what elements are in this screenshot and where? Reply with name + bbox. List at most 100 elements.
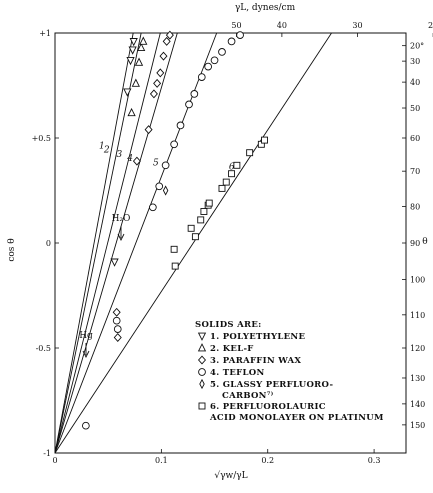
gamma-tick-label: 40 <box>277 21 287 30</box>
legend-marker-5 <box>199 378 205 390</box>
data-point-series-3 <box>144 125 153 135</box>
data-point-series-4 <box>190 90 199 98</box>
legend: SOLIDS ARE: 1. POLYETHYLENE 2. KEL-F 3. PA… <box>195 320 384 423</box>
x-tick-label: 0.3 <box>368 456 381 465</box>
top-axis-title: γL, dynes/cm <box>235 3 296 13</box>
data-point-series-6 <box>222 178 230 186</box>
data-point-series-6 <box>200 208 208 215</box>
legend-items: 1. POLYETHYLENE 2. KEL-F 3. PARAFFIN WAX 4.… <box>197 332 384 423</box>
legend-title: SOLIDS ARE: <box>195 320 262 330</box>
data-point-series-1 <box>110 258 119 267</box>
data-point-series-3 <box>153 78 162 88</box>
series-line-label: 6 <box>229 163 235 173</box>
theta-tick-label: 110 <box>410 311 425 320</box>
series-line-1 <box>54 32 134 454</box>
theta-tick-label: 150 <box>410 421 425 430</box>
data-point-series-4 <box>185 100 193 109</box>
y-tick-label: 0 <box>46 239 51 248</box>
hg-annotation: Hg <box>79 331 93 341</box>
data-point-series-4 <box>161 161 170 170</box>
theta-tick-label: 20° <box>410 42 424 51</box>
h2o-annotation: H₂O <box>112 214 131 224</box>
legend-marker-3 <box>197 355 207 365</box>
theta-tick-label: 70 <box>410 167 420 176</box>
data-point-series-6 <box>205 199 213 207</box>
data-point-series-2 <box>137 42 146 52</box>
y-tick-label: -0.5 <box>36 344 51 353</box>
theta-tick-label: 60 <box>410 134 420 143</box>
data-point-series-2 <box>131 78 140 87</box>
series-line-label: 2 <box>103 146 110 156</box>
theta-tick-label: 120 <box>410 344 425 353</box>
data-point-series-6 <box>187 224 195 232</box>
y-tick-label: +0.5 <box>32 134 51 143</box>
data-point-series-4 <box>155 182 164 191</box>
data-point-series-3 <box>156 68 165 78</box>
data-point-series-4 <box>176 121 185 130</box>
data-point-series-4 <box>227 37 236 46</box>
series-line-label: 5 <box>153 158 159 168</box>
data-point-series-4 <box>81 421 90 430</box>
theta-tick-label: 80 <box>410 203 420 212</box>
x-tick-label: 0 <box>52 456 57 465</box>
legend-marker-1 <box>197 332 207 341</box>
hg-arrow <box>82 343 90 359</box>
data-point-series-2 <box>127 107 136 117</box>
legend-label-5: 5. GLASSY PERFLUORO-CARBON⁷⁾ <box>210 380 334 401</box>
axes: 0 0.1 0.2 0.3 +1 +0.5 0 -0.5 -1 20° 30 40 50 60 70 80 90… <box>32 21 433 465</box>
series-line-6 <box>54 32 332 454</box>
legend-marker-2 <box>197 343 207 352</box>
theta-tick-label: 90 <box>410 239 420 248</box>
data-point-series-1 <box>129 38 138 47</box>
data-point-series-6 <box>228 170 236 178</box>
gamma-tick-label: 50 <box>231 21 241 30</box>
data-point-series-4 <box>210 56 219 65</box>
data-point-series-1 <box>123 88 132 97</box>
theta-tick-label: 50 <box>410 104 420 113</box>
legend-label-3: 3. PARAFFIN WAX <box>210 356 301 366</box>
data-point-series-5 <box>162 185 169 196</box>
theta-tick-label: 30 <box>410 57 420 66</box>
y-tick-label: -1 <box>43 449 51 458</box>
right-axis-title: θ <box>422 237 427 247</box>
data-point-series-3 <box>149 89 158 99</box>
data-point-series-4 <box>236 31 244 39</box>
theta-tick-label: 40 <box>410 78 420 87</box>
theta-tick-label: 140 <box>410 400 425 409</box>
data-point-series-3 <box>159 51 168 61</box>
data-point-series-3 <box>165 30 174 40</box>
series-line-2 <box>54 32 142 454</box>
data-point-series-3 <box>113 333 122 342</box>
series-line-label: 4 <box>126 154 133 164</box>
data-point-series-1 <box>126 56 135 66</box>
legend-marker-6 <box>198 402 206 410</box>
data-point-series-6 <box>197 216 205 224</box>
data-point-series-4 <box>204 62 213 71</box>
data-point-series-3 <box>112 307 121 317</box>
x-axis-title: √γw/γL <box>214 470 247 481</box>
data-point-series-4 <box>170 140 178 149</box>
gamma-tick-label: 30 <box>352 21 362 30</box>
legend-marker-4 <box>198 368 206 376</box>
legend-label-2: 2. KEL-F <box>210 344 254 354</box>
data-point-series-6 <box>191 233 199 241</box>
data-point-series-4 <box>149 203 157 212</box>
series-line-label: 3 <box>117 150 123 160</box>
data-point-series-3 <box>132 156 141 166</box>
data-point-series-6 <box>246 149 254 157</box>
data-points <box>81 30 268 430</box>
data-point-series-4 <box>197 73 206 81</box>
gamma-tick-label: 24 <box>428 21 433 30</box>
x-tick-label: 0.1 <box>155 456 168 465</box>
x-tick-label: 0.2 <box>261 456 274 465</box>
data-point-series-4 <box>218 48 226 56</box>
data-point-series-6 <box>233 161 241 169</box>
data-point-series-4 <box>112 316 121 325</box>
data-point-series-2 <box>134 57 144 66</box>
theta-tick-label: 100 <box>410 275 425 284</box>
series-line-4 <box>54 32 178 454</box>
data-point-series-3 <box>162 36 171 46</box>
series-line-label: 1 <box>99 142 105 152</box>
